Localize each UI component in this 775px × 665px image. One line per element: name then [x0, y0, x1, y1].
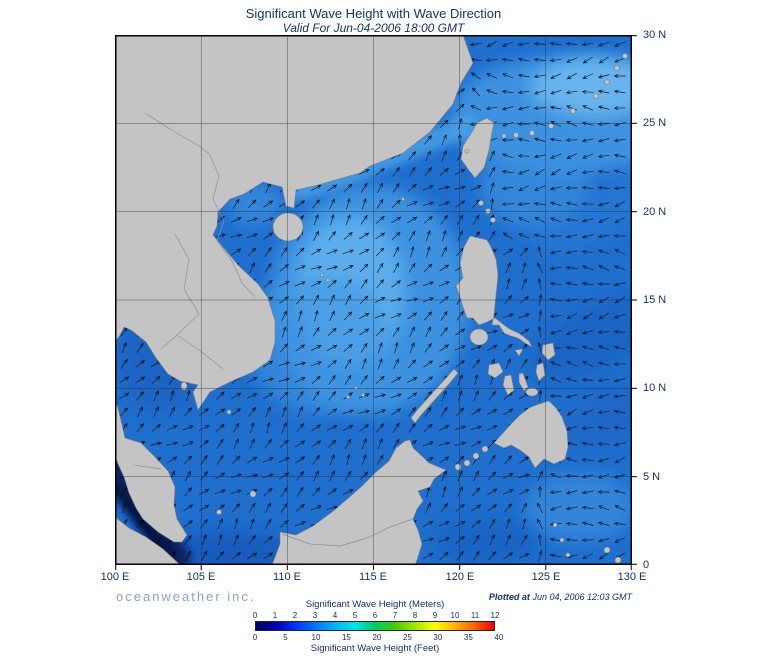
- legend-tick: 6: [372, 611, 378, 620]
- land-hainan: [272, 212, 304, 242]
- legend-tick: 20: [372, 633, 382, 642]
- land-masbate: [514, 348, 524, 357]
- legend-meters-label: Significant Wave Height (Meters): [305, 599, 445, 610]
- legend-tick: 7: [392, 611, 398, 620]
- land-mindanao: [493, 400, 569, 469]
- legend-tick: 0: [252, 633, 258, 642]
- plotted-timestamp: Plotted at Jun 04, 2006 12:03 GMT: [432, 592, 632, 602]
- feet-ticks: 0 5 10 15 20 25 30 35 40: [252, 633, 504, 643]
- land-negros: [502, 374, 515, 396]
- y-tick-label: 0: [643, 559, 650, 571]
- land-malay-peninsula: [115, 400, 188, 543]
- x-tick-label: 100 E: [100, 571, 130, 583]
- small-islands: [180, 53, 628, 564]
- land-panay: [487, 362, 504, 379]
- land-palawan: [410, 368, 459, 424]
- axis-ticks: [115, 35, 637, 570]
- land-layer: [115, 35, 628, 565]
- legend-tick: 1: [272, 611, 278, 620]
- colorbar: [255, 621, 495, 631]
- land-taiwan: [460, 117, 495, 179]
- legend-tick: 3: [312, 611, 318, 620]
- x-tick-label: 120 E: [445, 571, 475, 583]
- chart-subtitle: Valid For Jun-04-2006 18:00 GMT: [282, 21, 465, 35]
- legend-tick: 5: [352, 611, 358, 620]
- legend-tick: 35: [463, 633, 473, 642]
- y-tick-label: 30 N: [643, 29, 667, 41]
- legend-tick: 11: [470, 611, 480, 620]
- legend-tick: 30: [433, 633, 443, 642]
- land-cebu: [518, 372, 529, 392]
- land-mainland-asia: [115, 35, 474, 411]
- legend-tick: 10: [311, 633, 321, 642]
- legend-tick: 25: [402, 633, 412, 642]
- y-tick-label: 5 N: [643, 471, 661, 483]
- legend-tick: 4: [332, 611, 338, 620]
- land-samar: [541, 342, 556, 361]
- land-leyte: [535, 362, 546, 382]
- country-borders-layer: [134, 112, 414, 547]
- legend-tick: 8: [412, 611, 418, 620]
- land-mindoro: [469, 328, 489, 346]
- land-luzon: [455, 235, 533, 348]
- legend-tick: 0: [252, 611, 258, 620]
- x-tick-label: 125 E: [531, 571, 561, 583]
- y-tick-label: 15 N: [643, 294, 667, 306]
- meters-ticks: 0 1 2 3 4 5 6 7 8 9 10 11 12: [252, 611, 500, 621]
- plotted-label: Plotted at: [488, 592, 530, 602]
- legend-tick: 15: [341, 633, 351, 642]
- legend-tick: 9: [432, 611, 438, 620]
- legend-tick: 10: [450, 611, 460, 620]
- legend-tick: 2: [292, 611, 298, 620]
- legend-tick: 5: [283, 633, 288, 642]
- x-tick-label: 130 E: [617, 571, 647, 583]
- legend-tick: 12: [490, 611, 500, 620]
- map-canvas: [115, 35, 637, 570]
- y-tick-label: 20 N: [643, 206, 667, 218]
- oceanweather-logo: oceanweather inc.: [116, 589, 256, 604]
- land-borneo: [271, 439, 447, 565]
- map-frame: [115, 35, 632, 565]
- legend-feet-label: Significant Wave Height (Feet): [310, 643, 440, 654]
- x-tick-label: 105 E: [186, 571, 216, 583]
- plotted-value: Jun 04, 2006 12:03 GMT: [532, 592, 632, 602]
- grid-layer: [115, 35, 632, 565]
- x-tick-label: 115 E: [359, 571, 387, 583]
- land-bohol: [525, 387, 539, 397]
- x-tick-label: 110 E: [273, 571, 301, 583]
- y-tick-label: 25 N: [643, 117, 667, 129]
- land-sumatra: [115, 516, 181, 565]
- y-tick-label: 10 N: [643, 382, 667, 394]
- chart-title: Significant Wave Height with Wave Direct…: [245, 6, 502, 21]
- legend-tick: 40: [494, 633, 504, 642]
